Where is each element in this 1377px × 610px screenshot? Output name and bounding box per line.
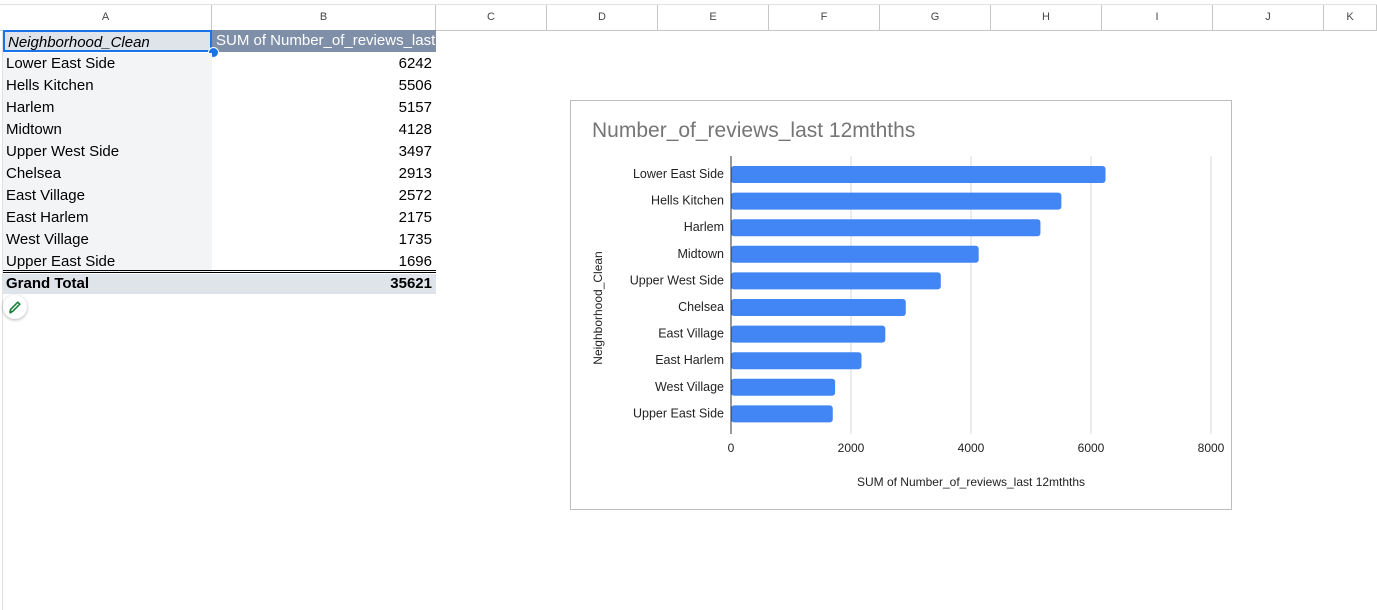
category-label: East Village: [658, 327, 724, 341]
pivot-header-sum[interactable]: SUM of Number_of_reviews_last: [212, 30, 436, 52]
pivot-row-label[interactable]: Upper East Side: [3, 251, 212, 273]
pivot-row-label[interactable]: Lower East Side: [3, 53, 212, 75]
pivot-row-label[interactable]: Harlem: [3, 97, 212, 119]
column-header-a[interactable]: A: [0, 5, 212, 30]
pivot-row-value[interactable]: 5157: [398, 99, 432, 116]
bar: [731, 405, 833, 423]
column-header-b[interactable]: B: [212, 5, 436, 30]
x-tick-label: 4000: [958, 441, 985, 455]
pivot-row-label[interactable]: East Harlem: [3, 207, 212, 229]
column-header-e[interactable]: E: [658, 5, 769, 30]
bar: [731, 299, 906, 316]
chart-title: Number_of_reviews_last 12mthths: [592, 119, 916, 142]
pivot-row-label[interactable]: Hells Kitchen: [3, 75, 212, 97]
total-divider-2: [3, 272, 436, 273]
column-header-g[interactable]: G: [880, 5, 991, 30]
y-axis-title: Neighborhood_Clean: [591, 251, 605, 364]
column-header-c[interactable]: C: [436, 5, 547, 30]
pivot-row-value[interactable]: 1735: [398, 231, 432, 248]
bar: [731, 378, 836, 396]
column-header-h[interactable]: H: [991, 5, 1102, 30]
category-label: Lower East Side: [633, 167, 724, 181]
category-label: Hells Kitchen: [651, 194, 724, 208]
edit-pivot-button[interactable]: [3, 295, 27, 319]
bar-chart[interactable]: Number_of_reviews_last 12mthths 0 2000 400…: [570, 100, 1232, 510]
bar: [731, 192, 1062, 210]
x-tick-label: 0: [728, 441, 735, 455]
pivot-row-value[interactable]: 2175: [398, 209, 432, 226]
x-tick-label: 8000: [1198, 441, 1225, 455]
x-tick-label: 6000: [1078, 441, 1105, 455]
category-label: Upper West Side: [630, 273, 724, 287]
pencil-icon: [9, 301, 21, 314]
bar: [731, 272, 941, 290]
column-header-i[interactable]: I: [1102, 5, 1213, 30]
category-label: West Village: [655, 380, 724, 394]
pivot-row-value[interactable]: 4128: [398, 121, 432, 138]
bar: [731, 325, 886, 343]
bar: [731, 352, 862, 370]
category-label: Upper East Side: [633, 406, 724, 420]
category-label: Midtown: [677, 247, 724, 261]
pivot-row-value[interactable]: 2572: [398, 187, 432, 204]
pivot-row-label[interactable]: Upper West Side: [3, 141, 212, 163]
pivot-row-label[interactable]: Midtown: [3, 119, 212, 141]
pivot-row-value[interactable]: 2913: [398, 165, 432, 182]
pivot-row-label[interactable]: Chelsea: [3, 163, 212, 185]
pivot-row-value[interactable]: 6242: [398, 55, 432, 72]
bar: [731, 166, 1106, 183]
pivot-row-value[interactable]: 1696: [398, 253, 432, 270]
bar: [731, 245, 979, 263]
x-axis-title: SUM of Number_of_reviews_last 12mthths: [857, 475, 1085, 489]
category-label: Chelsea: [678, 300, 724, 314]
category-label: Harlem: [684, 220, 724, 234]
total-divider: [3, 270, 436, 271]
pivot-header-neighborhood[interactable]: Neighborhood_Clean: [3, 30, 212, 52]
selection-handle[interactable]: [208, 47, 219, 58]
column-header-d[interactable]: D: [547, 5, 658, 30]
column-header-j[interactable]: J: [1213, 5, 1324, 30]
grand-total-value[interactable]: 35621: [212, 274, 436, 294]
pivot-row-value[interactable]: 5506: [398, 77, 432, 94]
chart-plot: 0 2000 4000 6000 8000 Lower East Side Hells Ki…: [591, 156, 1225, 489]
row-gutter: [0, 30, 3, 610]
pivot-row-label[interactable]: West Village: [3, 229, 212, 251]
grand-total-label[interactable]: Grand Total: [3, 274, 212, 294]
category-label: East Harlem: [655, 353, 724, 367]
x-tick-label: 2000: [838, 441, 865, 455]
pivot-row-value[interactable]: 3497: [398, 143, 432, 160]
column-header-f[interactable]: F: [769, 5, 880, 30]
bar: [731, 219, 1041, 237]
pivot-row-label[interactable]: East Village: [3, 185, 212, 207]
column-header-k[interactable]: K: [1324, 5, 1377, 30]
